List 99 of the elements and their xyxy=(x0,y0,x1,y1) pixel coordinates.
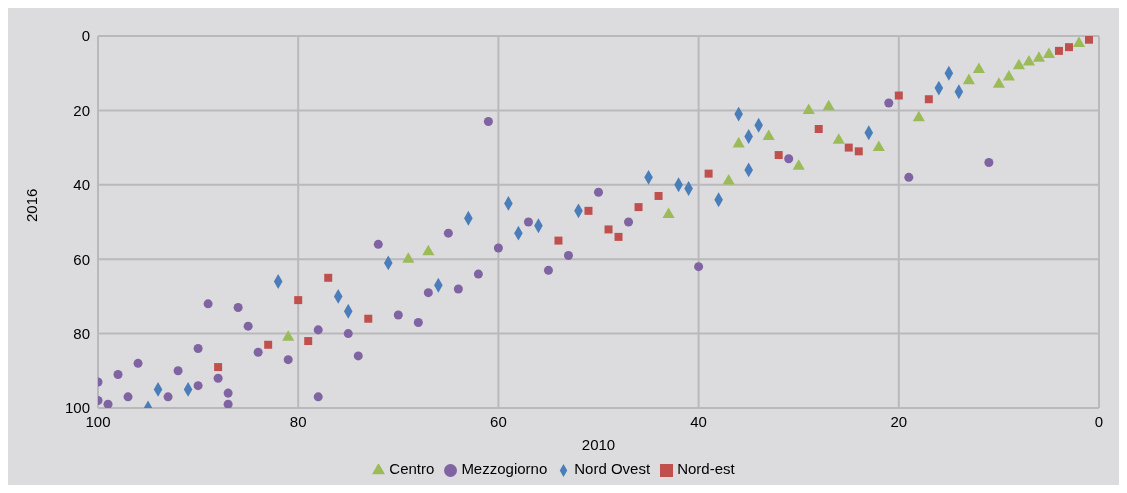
point xyxy=(214,363,223,372)
point xyxy=(264,340,273,349)
point xyxy=(203,299,213,309)
point xyxy=(832,133,845,144)
point xyxy=(984,157,994,167)
point xyxy=(634,203,643,212)
point xyxy=(802,103,815,114)
point xyxy=(443,228,453,238)
point xyxy=(483,117,493,127)
point xyxy=(1022,55,1036,66)
point xyxy=(313,325,323,335)
point xyxy=(163,392,173,402)
point xyxy=(854,147,863,156)
point xyxy=(894,91,903,100)
point xyxy=(732,136,745,148)
point xyxy=(304,337,313,346)
point xyxy=(972,62,985,73)
y-tick-label: 60 xyxy=(73,250,90,268)
point xyxy=(223,388,233,398)
point xyxy=(584,206,593,215)
point xyxy=(523,217,533,227)
point xyxy=(364,314,373,323)
point xyxy=(373,239,383,249)
point xyxy=(1032,51,1046,62)
x-tick-label: 60 xyxy=(490,412,507,430)
point xyxy=(422,244,435,256)
point xyxy=(193,381,203,391)
point xyxy=(762,129,775,140)
point xyxy=(1002,69,1015,81)
point xyxy=(353,351,363,361)
point xyxy=(1084,36,1093,44)
legend-label: Nord Ovest xyxy=(574,460,651,477)
point xyxy=(604,225,613,234)
point xyxy=(792,159,805,170)
y-axis-title: 2016 xyxy=(23,188,41,222)
point xyxy=(393,310,403,320)
point xyxy=(1054,46,1063,55)
point xyxy=(992,77,1005,88)
point xyxy=(774,151,783,160)
point xyxy=(233,303,243,313)
y-tick-label: 80 xyxy=(73,324,90,342)
point xyxy=(694,262,704,272)
legend-label: Mezzogiorno xyxy=(461,460,548,477)
x-axis-title: 2010 xyxy=(581,436,616,453)
point xyxy=(243,321,253,331)
point xyxy=(282,330,295,341)
point xyxy=(283,355,293,365)
point xyxy=(402,252,415,263)
point xyxy=(223,399,233,408)
point xyxy=(563,250,573,260)
x-tick-label: 40 xyxy=(690,412,707,430)
x-tick-label: 80 xyxy=(289,412,307,430)
point xyxy=(133,358,143,368)
point xyxy=(473,269,483,279)
point xyxy=(423,288,433,298)
point xyxy=(1042,47,1056,59)
point xyxy=(173,366,183,376)
point xyxy=(884,98,894,108)
point xyxy=(343,329,353,339)
point xyxy=(722,174,735,185)
point xyxy=(1012,58,1025,70)
point xyxy=(543,265,553,275)
legend-label: Centro xyxy=(389,460,435,477)
point xyxy=(654,191,663,200)
point xyxy=(103,399,113,408)
point xyxy=(324,273,333,282)
point xyxy=(593,187,604,197)
point xyxy=(624,217,634,227)
legend-label: Nord-est xyxy=(677,460,735,477)
point xyxy=(844,143,853,152)
x-tick-label: 0 xyxy=(1094,412,1104,430)
point xyxy=(924,95,933,104)
point xyxy=(413,317,423,327)
point xyxy=(193,343,203,353)
point xyxy=(784,154,794,164)
point xyxy=(294,296,303,305)
point xyxy=(213,373,223,383)
point xyxy=(253,347,263,357)
point xyxy=(912,110,925,122)
point xyxy=(123,392,133,402)
point xyxy=(614,232,623,241)
point xyxy=(704,169,713,178)
x-tick-label: 20 xyxy=(890,412,908,430)
y-tick-label: 40 xyxy=(73,176,90,194)
point xyxy=(814,125,823,133)
point xyxy=(1072,36,1086,47)
point xyxy=(554,236,563,245)
y-tick-label: 20 xyxy=(73,101,90,119)
point xyxy=(962,73,975,85)
point xyxy=(453,284,463,294)
point xyxy=(904,172,914,182)
point xyxy=(822,99,835,111)
point xyxy=(313,392,323,402)
y-tick-label: 0 xyxy=(81,27,90,45)
point xyxy=(872,140,885,152)
point xyxy=(662,207,675,219)
point xyxy=(113,370,123,380)
point xyxy=(1064,43,1073,52)
point xyxy=(493,243,503,253)
